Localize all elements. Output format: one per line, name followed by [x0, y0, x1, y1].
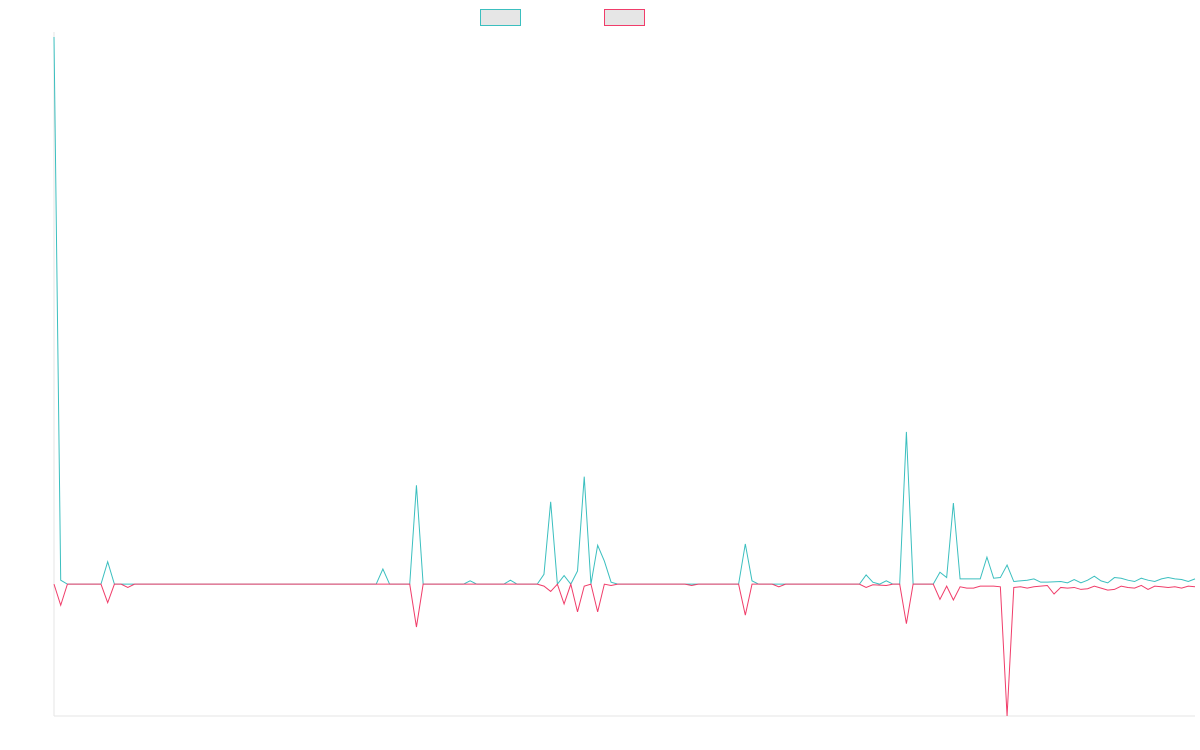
legend-item-2[interactable]	[604, 9, 645, 26]
series-line-2[interactable]	[53, 582, 1196, 717]
series-layer	[53, 36, 1196, 717]
axes	[53, 32, 1195, 717]
series-line-1[interactable]	[53, 36, 1196, 586]
legend-item-1[interactable]	[480, 9, 521, 26]
legend-swatch-1[interactable]	[480, 9, 521, 26]
legend-swatch-2[interactable]	[604, 9, 645, 26]
legend[interactable]	[480, 9, 645, 26]
